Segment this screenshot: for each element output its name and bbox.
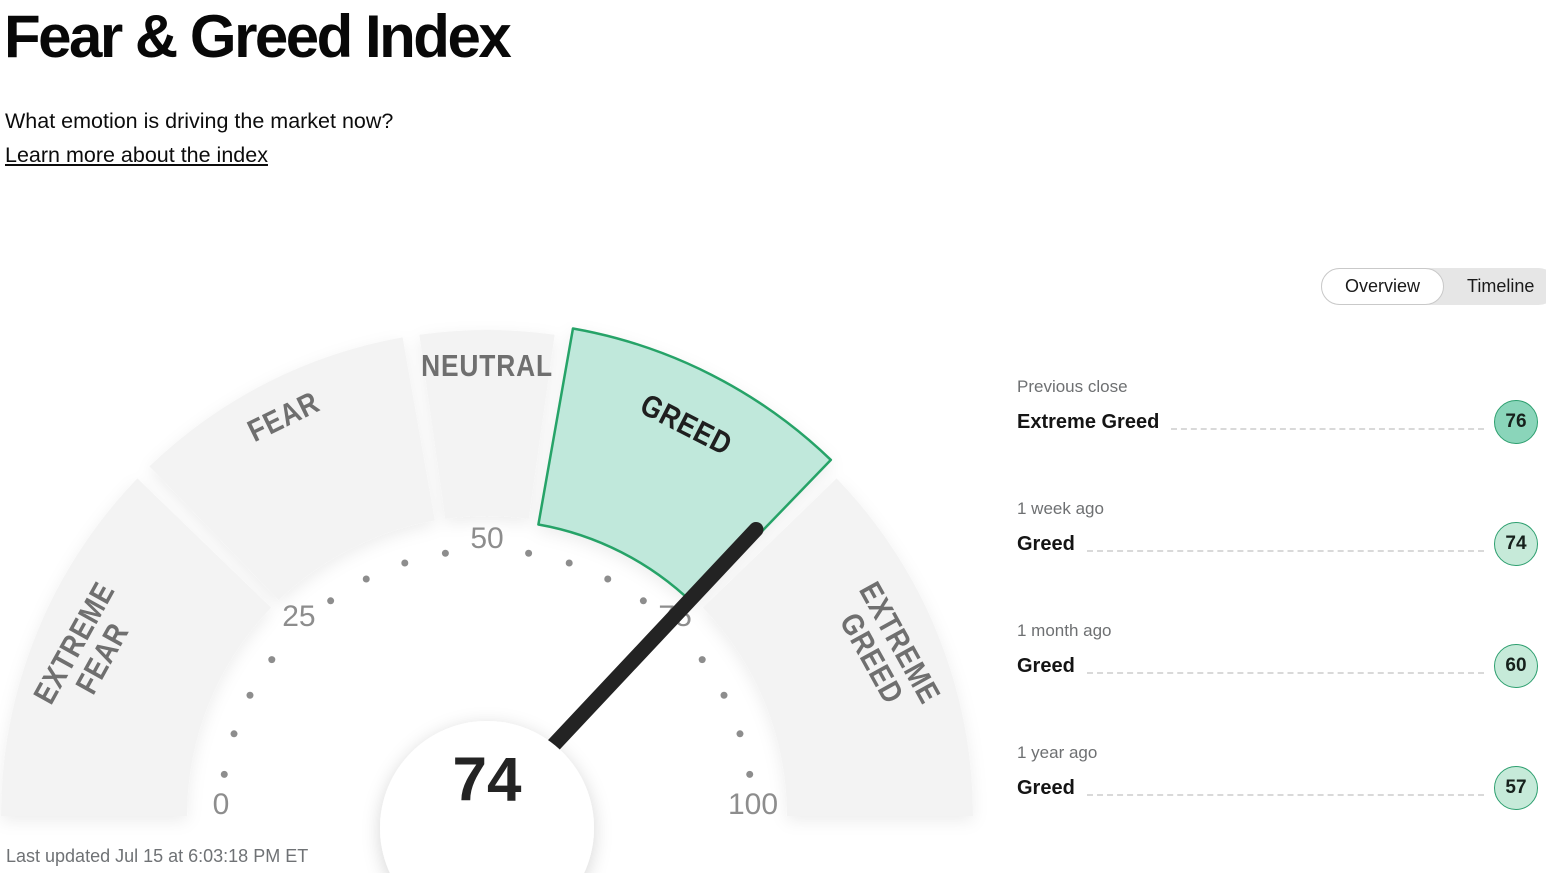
gauge-segment-fear	[149, 337, 435, 601]
gauge-segment-extreme-fear	[1, 478, 272, 816]
history-label: Greed	[1017, 776, 1075, 799]
history-label: Extreme Greed	[1017, 410, 1160, 433]
gauge-tick-dot	[246, 691, 254, 699]
dotted-leader	[1171, 428, 1484, 430]
history-period: Previous close	[1017, 377, 1128, 396]
gauge-segment-neutral	[419, 330, 555, 519]
dotted-leader	[1086, 672, 1484, 674]
history-period: 1 week ago	[1017, 499, 1104, 518]
gauge-tick-dot	[401, 559, 409, 567]
history-row-1-month: 1 month ago Greed 60	[1017, 621, 1538, 688]
score-badge: 60	[1494, 644, 1538, 688]
history-period: 1 year ago	[1017, 743, 1098, 762]
history-label: Greed	[1017, 532, 1075, 555]
gauge-tick-dot	[327, 597, 335, 605]
gauge-tick-dot	[230, 730, 238, 738]
gauge-tick-label: 0	[213, 788, 230, 821]
history-row-previous-close: Previous close Extreme Greed 76	[1017, 377, 1538, 444]
gauge-tick-label: 25	[282, 600, 315, 633]
dotted-leader	[1086, 794, 1484, 796]
gauge-segment-extreme-greed	[702, 478, 973, 816]
gauge-segment-label: NEUTRAL	[421, 349, 553, 383]
gauge-value: 74	[453, 745, 522, 814]
gauge-tick-dot	[441, 549, 449, 557]
gauge-tick-dot	[639, 597, 647, 605]
dotted-leader	[1086, 550, 1484, 552]
gauge-tick-dot	[220, 770, 228, 778]
gauge-center-circle	[380, 721, 594, 878]
view-toggle: Overview Timeline	[1321, 268, 1546, 305]
score-badge: 76	[1494, 400, 1538, 444]
gauge-tick-dot	[720, 691, 728, 699]
gauge-tick-dot	[604, 575, 612, 583]
gauge-svg: EXTREMEFEARFEARNEUTRALGREEDEXTREMEGREED0…	[1, 327, 973, 878]
gauge-tick-dot	[746, 770, 754, 778]
history-row-1-week: 1 week ago Greed 74	[1017, 499, 1538, 566]
history-row-1-year: 1 year ago Greed 57	[1017, 743, 1538, 810]
gauge-tick-label: 100	[728, 788, 778, 821]
history-period: 1 month ago	[1017, 621, 1112, 640]
score-badge: 74	[1494, 522, 1538, 566]
history-list: Previous close Extreme Greed 76 1 week a…	[1017, 377, 1538, 810]
history-label: Greed	[1017, 654, 1075, 677]
gauge-tick-dot	[736, 730, 744, 738]
gauge-tick-dot	[525, 549, 533, 557]
page-subtitle: What emotion is driving the market now?	[5, 109, 394, 133]
gauge-tick-dot	[565, 559, 573, 567]
gauge-tick-label: 50	[470, 522, 503, 555]
learn-more-link[interactable]: Learn more about the index	[5, 143, 268, 167]
page-title: Fear & Greed Index	[4, 3, 512, 70]
last-updated-text: Last updated Jul 15 at 6:03:18 PM ET	[6, 846, 309, 866]
gauge-tick-dot	[698, 656, 706, 664]
tab-timeline[interactable]: Timeline	[1467, 276, 1535, 296]
gauge-tick-dot	[362, 575, 370, 583]
gauge-tick-dot	[268, 656, 276, 664]
fear-greed-gauge: EXTREMEFEAR FEAR NEUTRAL GREED EXTREMEGREED 0…	[0, 298, 990, 878]
tab-overview[interactable]: Overview	[1321, 268, 1445, 305]
score-badge: 57	[1494, 766, 1538, 810]
